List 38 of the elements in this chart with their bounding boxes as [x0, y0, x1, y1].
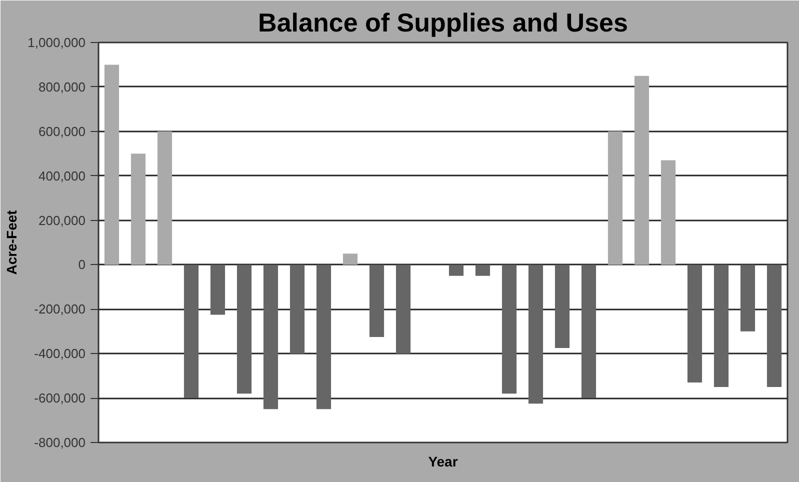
chart-title: Balance of Supplies and Uses — [258, 8, 628, 38]
bar — [740, 264, 756, 332]
bar — [104, 64, 120, 265]
bar — [634, 76, 650, 265]
y-tick-label: 1,000,000 — [28, 35, 86, 50]
bar — [396, 264, 411, 354]
bar — [714, 264, 729, 387]
y-tick-label: 800,000 — [38, 79, 86, 94]
bar — [608, 131, 623, 265]
y-tick-label: -200,000 — [34, 302, 86, 317]
bar — [342, 254, 358, 265]
bar — [236, 264, 252, 394]
bar — [290, 264, 305, 354]
y-axis-title: Acre-Feet — [4, 210, 20, 275]
y-tick-label: 400,000 — [38, 168, 86, 184]
bar — [766, 264, 782, 387]
bar — [475, 264, 490, 276]
bar — [660, 160, 676, 265]
bar — [502, 264, 517, 394]
bar — [528, 264, 544, 404]
bar — [554, 264, 570, 348]
bar — [130, 154, 146, 265]
y-tick-label: 600,000 — [38, 124, 86, 139]
bar — [210, 264, 226, 315]
y-tick-label: -600,000 — [34, 390, 86, 406]
y-tick-label: -400,000 — [34, 346, 86, 362]
bar — [687, 264, 702, 382]
y-tick-label: 200,000 — [38, 212, 86, 228]
bar — [263, 264, 278, 410]
bar — [184, 264, 199, 398]
y-tick-label: -800,000 — [34, 435, 86, 450]
bar — [316, 264, 332, 410]
y-tick-label: 0 — [78, 257, 86, 272]
bar — [157, 131, 172, 265]
bar — [369, 264, 384, 337]
bar — [448, 264, 464, 276]
bar — [581, 264, 596, 398]
x-axis-title: Year — [428, 454, 458, 470]
